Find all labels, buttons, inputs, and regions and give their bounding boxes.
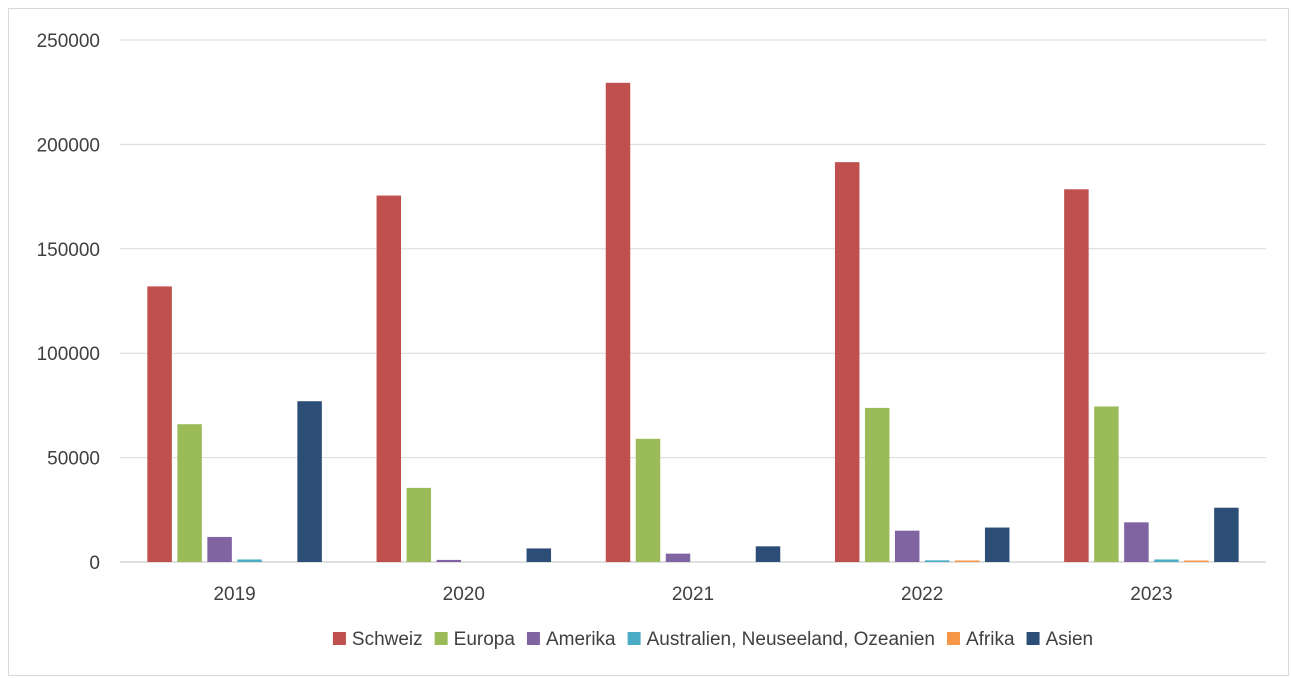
legend-swatch bbox=[434, 632, 448, 645]
legend-swatch bbox=[627, 632, 641, 645]
bar-europa-2020 bbox=[406, 487, 432, 562]
bar-amerika-2021 bbox=[665, 553, 691, 562]
legend-item: Amerika bbox=[526, 629, 616, 650]
gridlines bbox=[120, 39, 1266, 563]
bar-amerika-2022 bbox=[894, 530, 920, 562]
y-tick-label: 50000 bbox=[47, 449, 100, 470]
bar-schweiz-2019 bbox=[147, 286, 172, 562]
x-tick-label: 2023 bbox=[1130, 584, 1172, 605]
bar-afrika-2023 bbox=[1184, 560, 1209, 562]
y-tick-label: 100000 bbox=[37, 344, 100, 365]
legend-swatch bbox=[1026, 632, 1040, 645]
bar-schweiz-2022 bbox=[834, 162, 860, 562]
legend-swatch bbox=[526, 632, 540, 645]
legend-item: Australien, Neuseeland, Ozeanien bbox=[627, 629, 935, 650]
y-tick-label: 250000 bbox=[37, 31, 100, 52]
bar-asien-2020 bbox=[526, 548, 552, 562]
bar-asien-2019 bbox=[297, 401, 322, 562]
legend-label: Amerika bbox=[546, 629, 616, 650]
bar-asien-2021 bbox=[755, 546, 781, 562]
y-tick-label: 0 bbox=[89, 553, 100, 574]
legend-item: Schweiz bbox=[332, 629, 423, 650]
bar-asien-2023 bbox=[1214, 507, 1239, 562]
bar-amerika-2019 bbox=[207, 536, 232, 562]
bar-afrika-2022 bbox=[954, 560, 980, 562]
legend-swatch bbox=[332, 632, 346, 645]
y-tick-label: 150000 bbox=[37, 240, 100, 261]
legend-label: Afrika bbox=[966, 629, 1015, 650]
bar-australien-neuseeland-ozeanien-2019 bbox=[237, 559, 262, 562]
legend-label: Australien, Neuseeland, Ozeanien bbox=[647, 629, 935, 650]
bar-schweiz-2023 bbox=[1064, 189, 1089, 563]
bar-europa-2021 bbox=[635, 438, 661, 562]
legend-label: Asien bbox=[1046, 629, 1094, 650]
bar-asien-2022 bbox=[984, 527, 1010, 562]
y-tick-label: 200000 bbox=[37, 135, 100, 156]
bar-schweiz-2021 bbox=[605, 82, 631, 562]
y-axis: 0 50000 100000 150000 200000 250000 bbox=[37, 31, 100, 574]
bar-australien-neuseeland-ozeanien-2022 bbox=[924, 560, 950, 562]
bar-amerika-2023 bbox=[1124, 522, 1149, 562]
legend-label: Schweiz bbox=[352, 629, 423, 650]
legend-item: Europa bbox=[434, 629, 516, 650]
bar-europa-2019 bbox=[177, 424, 202, 562]
legend-label: Europa bbox=[454, 629, 516, 650]
bar-amerika-2020 bbox=[436, 559, 462, 562]
bar-australien-neuseeland-ozeanien-2023 bbox=[1154, 559, 1179, 562]
bar-europa-2022 bbox=[864, 407, 890, 562]
legend: Schweiz Europa Amerika Australien, Neuseela… bbox=[332, 629, 1094, 650]
x-tick-label: 2019 bbox=[213, 584, 255, 605]
bars bbox=[147, 82, 1239, 563]
bar-schweiz-2020 bbox=[376, 195, 402, 562]
legend-item: Asien bbox=[1026, 629, 1094, 650]
x-tick-label: 2021 bbox=[672, 584, 714, 605]
legend-item: Afrika bbox=[946, 629, 1015, 650]
x-tick-label: 2022 bbox=[901, 584, 943, 605]
x-tick-label: 2020 bbox=[443, 584, 485, 605]
legend-swatch bbox=[946, 632, 960, 645]
x-axis: 2019 2020 2021 2022 2023 bbox=[213, 584, 1172, 605]
bar-europa-2023 bbox=[1094, 406, 1119, 562]
